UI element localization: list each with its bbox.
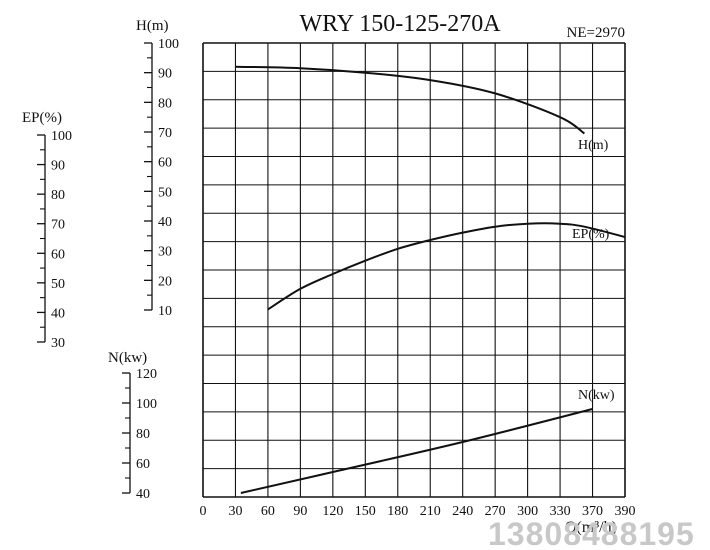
x-axis-label: Q(m³/h)	[565, 519, 617, 536]
scale-tick-label-EP: 50	[51, 277, 65, 292]
series-label-N: N(kw)	[578, 388, 615, 403]
scale-tick-label-N: 40	[136, 487, 150, 502]
scale-name-H: H(m)	[136, 18, 169, 34]
x-tick-label: 150	[355, 504, 376, 519]
scale-tick-label-N: 120	[136, 367, 157, 382]
series-line-N	[240, 408, 593, 494]
x-tick-label: 240	[452, 504, 473, 519]
scale-tick-label-H: 50	[158, 185, 172, 200]
axes-scales: 0 30 60 90 120 150 180 210 240 270 300 330 370 390 100…	[22, 18, 636, 519]
scale-tick-label-EP: 30	[51, 336, 65, 351]
series-label-H: H(m)	[578, 138, 609, 153]
scale-name-EP: EP(%)	[22, 110, 62, 126]
series-line-EP	[267, 222, 626, 311]
x-tick-label: 30	[228, 504, 242, 519]
scale-tick-label-EP: 40	[51, 306, 65, 321]
x-tick-label: 0	[200, 504, 207, 519]
x-tick-label: 120	[322, 504, 343, 519]
x-tick-label: 300	[517, 504, 538, 519]
scale-tick-label-H: 20	[158, 274, 172, 289]
chart-subtitle: NE=2970	[567, 25, 625, 41]
scale-tick-label-H: 80	[158, 96, 172, 111]
scale-tick-label-EP: 80	[51, 188, 65, 203]
chart-title: WRY 150-125-270A	[299, 11, 501, 37]
x-tick-label: 210	[420, 504, 441, 519]
series-label-EP: EP(%)	[572, 227, 610, 242]
x-tick-label: 270	[485, 504, 506, 519]
performance-curves: H(m) EP(%) N(kw)	[235, 65, 626, 494]
scale-tick-label-H: 100	[158, 37, 179, 52]
scale-tick-label-H: 60	[158, 156, 172, 171]
scale-tick-label-H: 70	[158, 126, 172, 141]
x-tick-label: 90	[293, 504, 307, 519]
watermark-text: 13808488195	[488, 516, 695, 550]
scale-tick-label-H: 90	[158, 67, 172, 82]
scale-name-N: N(kw)	[108, 350, 147, 366]
x-tick-label: 390	[615, 504, 636, 519]
scale-tick-label-N: 80	[136, 427, 150, 442]
plot-grid	[202, 42, 626, 498]
scale-tick-label-EP: 60	[51, 247, 65, 262]
scale-tick-label-EP: 90	[51, 159, 65, 174]
scale-tick-label-EP: 70	[51, 218, 65, 233]
series-line-H	[235, 65, 585, 135]
scale-tick-label-EP: 100	[51, 129, 72, 144]
scale-tick-label-N: 60	[136, 457, 150, 472]
x-tick-label: 370	[582, 504, 603, 519]
scale-tick-label-H: 40	[158, 215, 172, 230]
x-tick-label: 330	[550, 504, 571, 519]
x-tick-label: 180	[387, 504, 408, 519]
scale-tick-label-H: 30	[158, 245, 172, 260]
scale-tick-label-N: 100	[136, 397, 157, 412]
x-tick-label: 60	[261, 504, 275, 519]
scale-tick-label-H: 10	[158, 304, 172, 319]
